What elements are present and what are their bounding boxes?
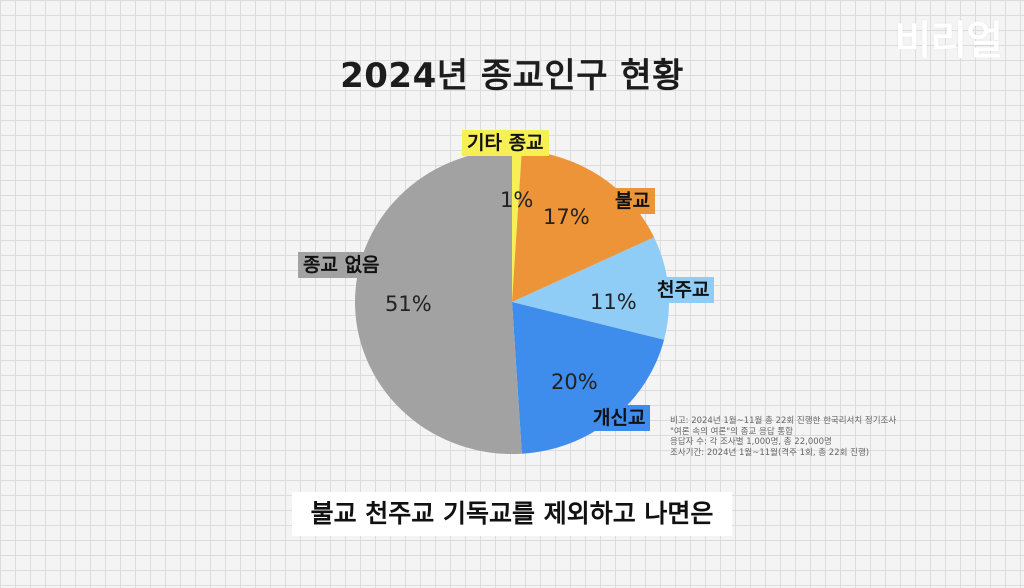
label-no-religion: 종교 없음	[298, 252, 385, 278]
value-other-religion: 1%	[500, 188, 534, 212]
label-protestantism: 개신교	[588, 405, 651, 431]
note-line: 조사기간: 2024년 1월~11월(격주 1회, 총 22회 진행)	[670, 447, 870, 458]
value-no-religion: 51%	[385, 292, 432, 316]
value-protestantism: 20%	[551, 370, 598, 394]
survey-note: 비고: 2024년 1월~11월 총 22회 진행한 한국리서치 정기조사 "여…	[670, 416, 896, 458]
chart-title: 2024년 종교인구 현황	[340, 56, 684, 96]
value-catholicism: 11%	[590, 290, 637, 314]
slice-buddhism	[512, 150, 655, 302]
slice-other-religion	[512, 150, 522, 302]
label-catholicism: 천주교	[652, 277, 715, 303]
slice-protestantism	[512, 302, 665, 454]
value-buddhism: 17%	[543, 205, 590, 229]
video-subtitle: 불교 천주교 기독교를 제외하고 나면은	[292, 492, 732, 536]
slice-no-religion	[355, 150, 522, 454]
label-other-religion: 기타 종교	[462, 130, 549, 156]
note-line: 비고: 2024년 1월~11월 총 22회 진행한 한국리서치 정기조사	[670, 416, 897, 426]
brand-logo: 비리얼	[894, 18, 1003, 64]
label-buddhism: 불교	[610, 188, 655, 214]
note-line: "여론 속의 여론"의 종교 응답 통합	[670, 426, 793, 437]
note-line: 응답자 수: 각 조사별 1,000명, 총 22,000명	[670, 437, 832, 447]
slice-catholicism	[512, 237, 669, 340]
